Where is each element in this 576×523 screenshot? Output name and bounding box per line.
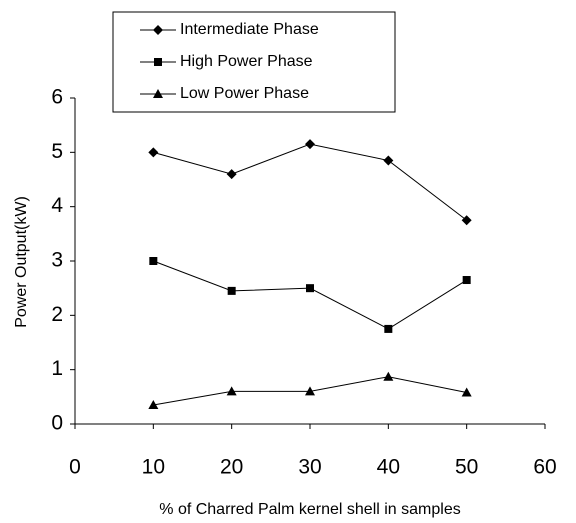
- y-tick-label: 1: [51, 357, 63, 380]
- marker: [305, 386, 315, 396]
- legend-label: High Power Phase: [180, 53, 313, 70]
- y-tick-label: 2: [51, 303, 63, 326]
- marker: [226, 169, 237, 180]
- marker: [383, 155, 394, 166]
- marker: [306, 284, 314, 293]
- marker: [148, 399, 159, 409]
- x-axis-label: % of Charred Palm kernel shell in sample…: [159, 501, 460, 518]
- marker: [462, 276, 471, 285]
- marker: [305, 139, 315, 150]
- y-tick-label: 5: [51, 140, 63, 163]
- series-line: [153, 143, 467, 221]
- x-tick-label: 20: [220, 456, 243, 479]
- marker: [227, 286, 236, 295]
- y-tick-label: 3: [51, 249, 63, 272]
- legend-label: Intermediate Phase: [180, 21, 319, 38]
- x-tick-label: 60: [533, 456, 556, 479]
- legend-marker: [153, 89, 163, 98]
- x-tick-label: 40: [377, 456, 400, 479]
- marker: [461, 215, 472, 226]
- x-tick-label: 30: [298, 456, 321, 479]
- marker: [226, 386, 237, 396]
- marker: [383, 371, 394, 381]
- legend-marker: [154, 58, 162, 66]
- y-tick-label: 6: [51, 86, 63, 109]
- y-tick-label: 4: [51, 194, 63, 217]
- y-tick-label: 0: [51, 412, 63, 435]
- marker: [384, 324, 393, 333]
- x-tick-label: 50: [455, 456, 478, 479]
- legend-label: Low Power Phase: [180, 85, 309, 102]
- x-tick-label: 0: [69, 456, 81, 479]
- legend-marker: [153, 25, 163, 35]
- x-tick-label: 10: [142, 456, 165, 479]
- series-line: [153, 260, 467, 330]
- y-axis-label: Power Output(kW): [13, 196, 30, 328]
- marker: [461, 387, 472, 397]
- marker: [148, 147, 159, 158]
- marker: [149, 257, 158, 265]
